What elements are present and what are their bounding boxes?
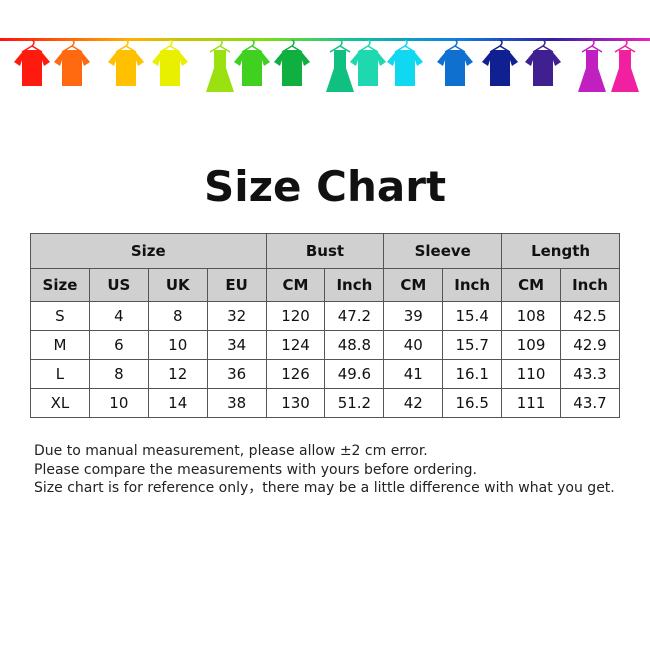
column-header: US [88,268,149,302]
clothing-icon [387,39,423,86]
column-header: EU [206,268,267,302]
clothing-icon [152,39,188,86]
note-line: Size chart is for reference only，there m… [34,480,615,496]
table-row: S 4 8 32 120 47.2 39 15.4 108 42.5 [30,301,620,331]
table-cell: 108 [501,301,562,331]
clothing-icon [482,39,518,86]
table-cell: M [30,330,90,360]
group-header: Sleeve [383,233,503,269]
clothing-icon [437,39,473,86]
table-cell: 124 [265,330,326,360]
table-cell: 42 [383,388,444,418]
clothing-icon [525,39,561,86]
table-cell: 4 [88,301,149,331]
column-header: Inch [442,268,503,302]
column-header: CM [383,268,444,302]
table-cell: 39 [383,301,444,331]
table-cell: 109 [501,330,562,360]
table-cell: 6 [88,330,149,360]
column-header: CM [265,268,326,302]
table-cell: 10 [88,388,149,418]
clothing-icon [206,39,234,92]
table-cell: 14 [147,388,208,418]
notes: Due to manual measurement, please allow … [34,442,615,498]
table-cell: 40 [383,330,444,360]
clothing-icon [234,39,270,86]
clothes-hanger-banner [0,38,650,92]
note-line: Due to manual measurement, please allow … [34,443,428,459]
table-cell: 130 [265,388,326,418]
table-cell: 48.8 [324,330,385,360]
table-cell: 16.1 [442,359,503,389]
table-cell: 120 [265,301,326,331]
table-cell: 41 [383,359,444,389]
group-header: Length [501,233,620,269]
table-row: M 6 10 34 124 48.8 40 15.7 109 42.9 [30,330,620,360]
table-cell: L [30,359,90,389]
column-header: Inch [560,268,620,302]
table-cell: 126 [265,359,326,389]
clothing-icon [578,39,606,92]
group-header: Size [30,233,267,269]
clothing-icon [274,39,310,86]
clothing-icon [14,39,50,86]
hanger-rod [0,38,650,41]
table-cell: 34 [206,330,267,360]
clothing-icon [108,39,144,86]
size-table: Size Bust Sleeve Length Size US UK EU CM Inch… [30,233,620,418]
table-cell: 8 [88,359,149,389]
column-header: CM [501,268,562,302]
table-cell: 16.5 [442,388,503,418]
note-line: Please compare the measurements with you… [34,461,477,478]
clothing-icon [611,39,639,92]
table-cell: 43.7 [560,388,620,418]
table-cell: S [30,301,90,331]
column-header: Inch [324,268,385,302]
clothing-icon [326,39,354,92]
table-cell: 12 [147,359,208,389]
table-cell: 47.2 [324,301,385,331]
table-cell: 49.6 [324,359,385,389]
clothing-icon [350,39,386,86]
column-header: UK [147,268,208,302]
table-cell: 15.4 [442,301,503,331]
table-cell: 43.3 [560,359,620,389]
table-cell: 36 [206,359,267,389]
page-title: Size Chart [203,162,447,211]
table-row: XL 10 14 38 130 51.2 42 16.5 111 43.7 [30,388,620,418]
table-cell: 42.5 [560,301,620,331]
table-cell: 32 [206,301,267,331]
table-cell: 38 [206,388,267,418]
table-cell: XL [30,388,90,418]
column-header: Size [30,268,90,302]
group-header: Bust [265,233,385,269]
table-cell: 110 [501,359,562,389]
table-cell: 8 [147,301,208,331]
table-cell: 42.9 [560,330,620,360]
table-cell: 111 [501,388,562,418]
table-cell: 10 [147,330,208,360]
table-cell: 51.2 [324,388,385,418]
table-cell: 15.7 [442,330,503,360]
clothing-icon [54,39,90,86]
table-row: L 8 12 36 126 49.6 41 16.1 110 43.3 [30,359,620,389]
